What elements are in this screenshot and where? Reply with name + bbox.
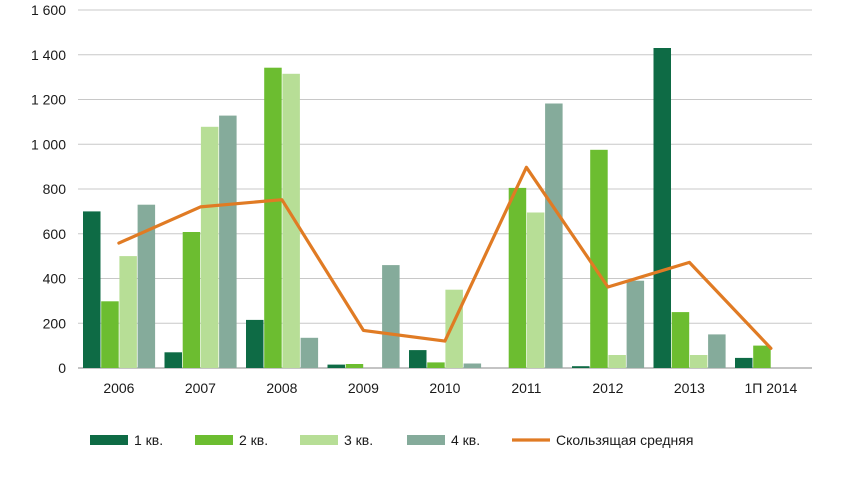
gridlines xyxy=(78,9,812,369)
x-tick-label: 2007 xyxy=(185,380,216,396)
bar xyxy=(119,256,137,368)
legend-swatch xyxy=(300,435,338,445)
bar xyxy=(164,352,182,368)
y-tick-label: 800 xyxy=(43,181,67,197)
y-tick-label: 600 xyxy=(43,226,67,242)
bar xyxy=(200,126,219,368)
bar xyxy=(246,319,264,368)
y-tick-label: 1 200 xyxy=(31,92,66,108)
x-tick-label: 2011 xyxy=(511,380,541,396)
bar xyxy=(689,355,708,368)
y-tick-label: 1 400 xyxy=(31,47,66,63)
legend-label: 4 кв. xyxy=(451,432,480,448)
bar xyxy=(300,337,319,368)
bar xyxy=(671,312,690,368)
bar xyxy=(626,280,645,368)
bar xyxy=(345,364,364,368)
y-tick-label: 1 600 xyxy=(31,2,66,18)
bar xyxy=(508,187,527,368)
x-tick-label: 2006 xyxy=(103,380,134,396)
bar xyxy=(526,212,545,368)
bar xyxy=(545,103,563,368)
legend-label: 2 кв. xyxy=(239,432,268,448)
bar xyxy=(327,364,345,368)
bar xyxy=(735,357,753,368)
bar xyxy=(708,334,726,368)
bar xyxy=(282,73,300,369)
bar xyxy=(653,48,671,368)
y-tick-label: 1 000 xyxy=(31,136,66,152)
x-tick-label: 2013 xyxy=(674,380,705,396)
bar xyxy=(445,289,463,368)
bar xyxy=(409,350,427,368)
y-axis-ticks: 0 200 400 600 800 1 000 1 200 1 400 1 600 xyxy=(31,2,66,376)
bar xyxy=(427,362,445,368)
legend-swatch xyxy=(407,435,445,445)
legend-swatch xyxy=(90,435,128,445)
bar xyxy=(753,345,771,368)
bar xyxy=(137,204,156,368)
y-tick-label: 400 xyxy=(43,271,67,287)
moving-average-series-line xyxy=(117,165,773,350)
legend-label: Скользящая средняя xyxy=(556,432,693,448)
legend-label: 1 кв. xyxy=(134,432,163,448)
bar xyxy=(608,355,626,368)
bar xyxy=(219,115,237,368)
legend-swatch xyxy=(195,435,233,445)
bars xyxy=(83,48,771,369)
x-tick-label: 2009 xyxy=(348,380,379,396)
x-tick-label: 2010 xyxy=(429,380,460,396)
bar xyxy=(463,363,482,368)
bar xyxy=(182,232,201,368)
bar xyxy=(264,67,282,368)
x-axis-ticks: 2006 2007 2008 2009 2010 2011 2012 2013 1П 2014 xyxy=(103,380,797,396)
bar xyxy=(101,301,119,368)
bar xyxy=(382,265,400,368)
moving-average-line xyxy=(117,165,773,350)
y-tick-label: 0 xyxy=(58,360,66,376)
x-tick-label: 2008 xyxy=(266,380,297,396)
bar xyxy=(83,211,101,368)
x-tick-label: 1П 2014 xyxy=(744,380,797,396)
legend-label: 3 кв. xyxy=(344,432,373,448)
legend: 1 кв. 2 кв. 3 кв. 4 кв. Скользящая средняя xyxy=(90,432,693,448)
bar xyxy=(590,149,608,368)
x-tick-label: 2012 xyxy=(592,380,623,396)
bar xyxy=(572,366,590,368)
y-tick-label: 200 xyxy=(43,315,67,331)
